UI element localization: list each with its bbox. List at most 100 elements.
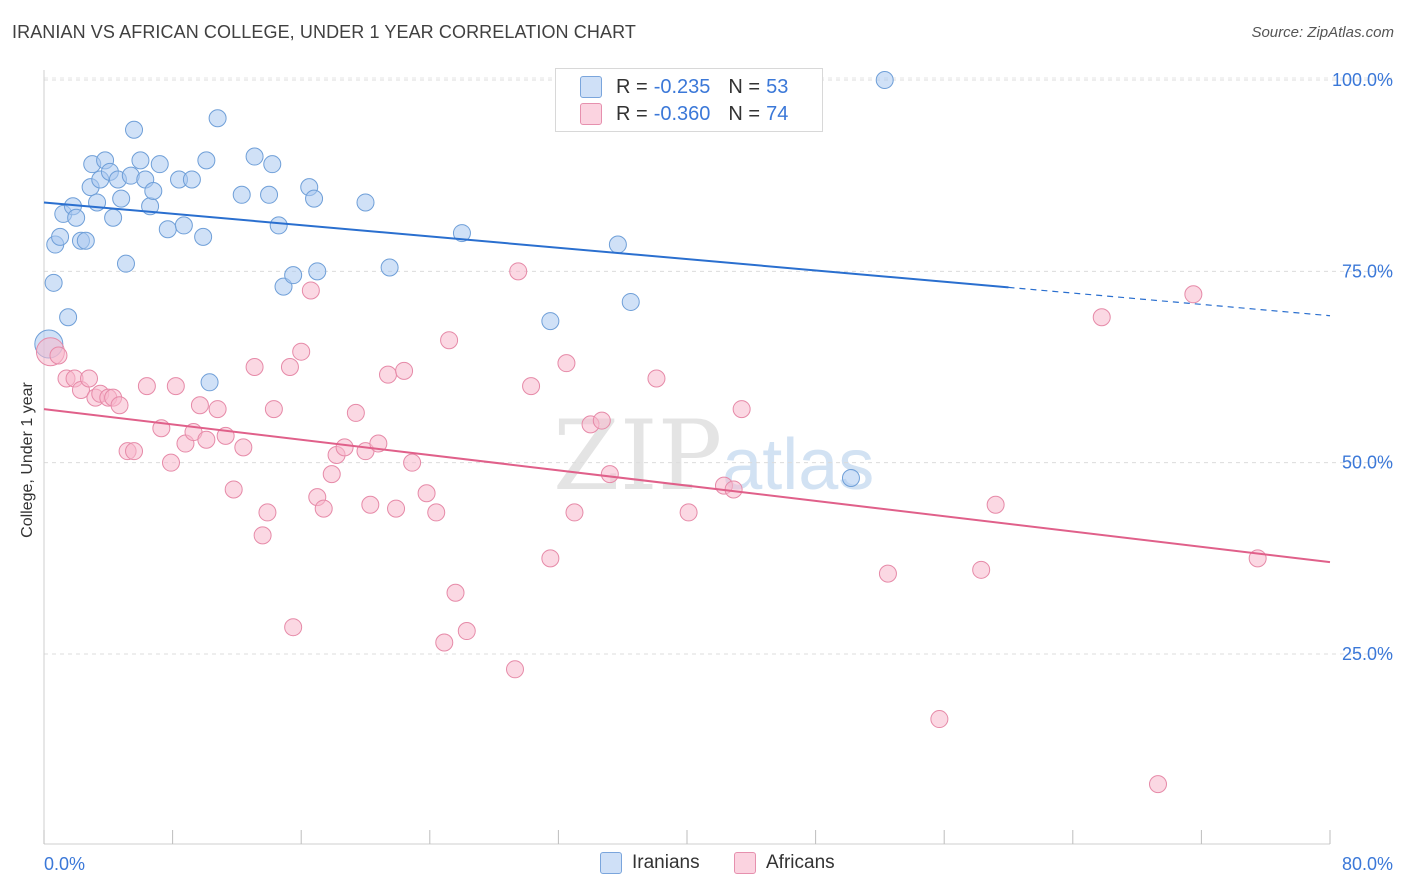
point-iranians [841,468,860,487]
point-africans [258,503,277,522]
point-africans [446,583,465,602]
point-iranians [51,227,70,246]
point-africans [557,354,576,373]
legend-row-africans: R = -0.360 N = 74 [580,101,788,127]
point-africans [110,396,129,415]
bottom-swatch-africans [734,852,756,874]
legend-swatch-africans [580,103,602,125]
point-africans [314,499,333,518]
point-iranians [76,231,95,250]
point-iranians [112,189,131,208]
point-africans [930,710,949,729]
point-iranians [182,170,201,189]
point-africans [346,403,365,422]
point-iranians [131,151,150,170]
point-iranians [174,216,193,235]
point-iranians [263,155,282,174]
point-iranians [194,227,213,246]
legend-n-value: 53 [766,75,789,98]
legend-r-label: R = [616,75,648,98]
point-africans [509,262,528,281]
point-africans [80,369,99,388]
x-tick-label-max: 80.0% [1342,854,1393,874]
point-africans [522,377,541,396]
point-africans [878,564,897,583]
point-africans [592,411,611,430]
point-africans [972,560,991,579]
point-africans [403,453,422,472]
point-africans [234,438,253,457]
point-africans [125,442,144,461]
point-africans [245,358,264,376]
point-africans [724,480,743,499]
legend-r-label: R = [616,102,648,125]
point-africans [647,369,666,388]
y-tick-label: 50.0% [1342,453,1393,473]
point-africans [361,495,380,514]
point-iranians [200,373,219,392]
point-africans [137,377,156,396]
correlation-legend: R = -0.235 N = 53 R = -0.360 N = 74 [555,68,823,132]
point-africans [197,430,216,449]
y-tick-label: 25.0% [1342,644,1393,664]
point-iranians [150,155,169,174]
point-iranians [208,109,227,128]
point-iranians [197,151,216,170]
point-iranians [260,185,279,204]
legend-r-value: -0.360 [653,102,711,125]
trendline-extension-iranians [1008,286,1331,317]
bottom-legend-africans-label: Africans [766,852,835,873]
point-iranians [59,308,78,327]
point-africans [565,503,584,522]
watermark: ZIPatlas [553,400,874,512]
point-iranians [232,185,251,204]
point-africans [387,499,406,518]
point-africans [208,400,227,419]
point-iranians [67,208,86,227]
point-iranians [308,262,327,281]
point-iranians [284,266,303,285]
point-africans [301,281,320,300]
point-africans [427,503,446,522]
point-iranians [274,277,293,296]
point-africans [253,526,272,545]
trendline-africans [43,408,1331,564]
point-iranians [245,147,264,166]
point-africans [732,400,751,419]
point-africans [600,465,619,484]
point-iranians [144,181,163,200]
legend-n-label: N = [728,75,761,98]
chart-title: IRANIAN VS AFRICAN COLLEGE, UNDER 1 YEAR… [12,22,636,42]
y-tick-label: 75.0% [1342,261,1393,281]
point-africans [264,400,283,419]
point-iranians [44,273,63,292]
bottom-legend-iranians-label: Iranians [632,852,700,873]
point-africans [1184,285,1203,304]
point-africans [1092,308,1111,327]
point-iranians [305,189,324,208]
point-africans [541,549,560,568]
source-label: Source: ZipAtlas.com [1251,24,1394,41]
point-africans [49,346,68,365]
point-iranians [875,71,894,89]
legend-r-value: -0.235 [653,75,711,98]
point-africans [505,660,524,679]
point-africans [161,453,180,472]
point-africans [284,618,303,637]
point-africans [417,484,436,503]
point-africans [986,495,1005,514]
legend-n-label: N = [728,102,761,125]
point-africans [457,622,476,641]
point-africans [395,361,414,380]
legend-row-iranians: R = -0.235 N = 53 [580,74,788,100]
point-iranians [356,193,375,212]
point-africans [435,633,454,652]
point-africans [280,358,299,376]
trendline-iranians [43,201,1009,289]
point-iranians [269,216,288,235]
point-africans [1148,775,1167,794]
point-iranians [541,312,560,331]
watermark-zip: ZIP [553,400,723,512]
point-africans [292,342,311,361]
